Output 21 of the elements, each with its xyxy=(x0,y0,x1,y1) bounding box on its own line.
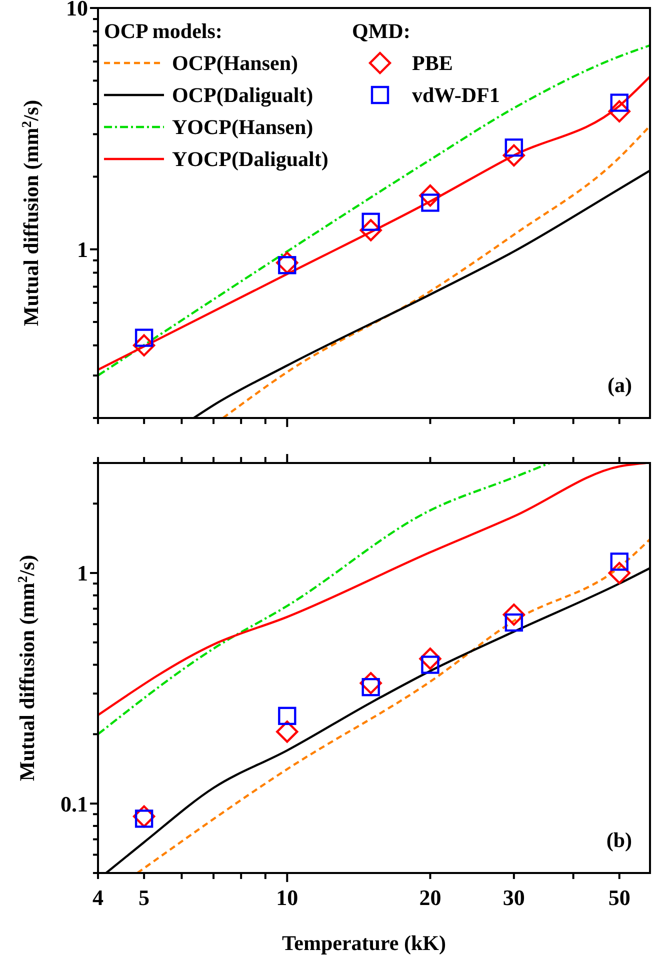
legend-label: OCP(Daligualt) xyxy=(172,83,314,107)
y-tick-label: 10 xyxy=(66,0,88,21)
annotation: (b) xyxy=(606,828,632,852)
x-tick-label: 30 xyxy=(502,885,525,910)
x-tick-label: 50 xyxy=(608,885,630,910)
x-axis-title: Temperature (kK) xyxy=(282,931,446,955)
y-tick-label: 0.1 xyxy=(60,791,88,816)
x-tick-label: 10 xyxy=(276,885,298,910)
legend-title: OCP models: xyxy=(104,19,222,43)
annotation: QMD: xyxy=(352,19,410,43)
y-tick-label: 1 xyxy=(77,237,88,262)
x-tick-label: 20 xyxy=(419,885,442,910)
x-tick-label: 4 xyxy=(92,885,104,910)
legend-label: YOCP(Hansen) xyxy=(172,115,314,139)
legend-label: vdW-DF1 xyxy=(412,83,500,107)
x-tick-label: 5 xyxy=(138,885,150,910)
annotation: (a) xyxy=(608,373,632,397)
legend-label: OCP(Hansen) xyxy=(172,51,298,75)
y-tick-label: 1 xyxy=(77,560,88,586)
legend-label: PBE xyxy=(412,51,453,75)
legend-label: YOCP(Daligualt) xyxy=(172,147,328,171)
